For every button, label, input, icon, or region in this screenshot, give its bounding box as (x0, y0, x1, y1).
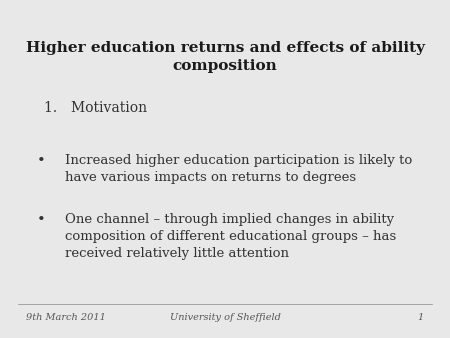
Text: Higher education returns and effects of ability
composition: Higher education returns and effects of … (26, 41, 424, 73)
Text: 1. Motivation: 1. Motivation (44, 101, 147, 115)
Text: Increased higher education participation is likely to
have various impacts on re: Increased higher education participation… (65, 154, 412, 185)
Text: University of Sheffield: University of Sheffield (170, 313, 280, 321)
Text: 1: 1 (418, 313, 424, 321)
Text: One channel – through implied changes in ability
composition of different educat: One channel – through implied changes in… (65, 213, 396, 260)
Text: •: • (37, 154, 46, 168)
Text: 9th March 2011: 9th March 2011 (26, 313, 106, 321)
Text: •: • (37, 213, 46, 227)
